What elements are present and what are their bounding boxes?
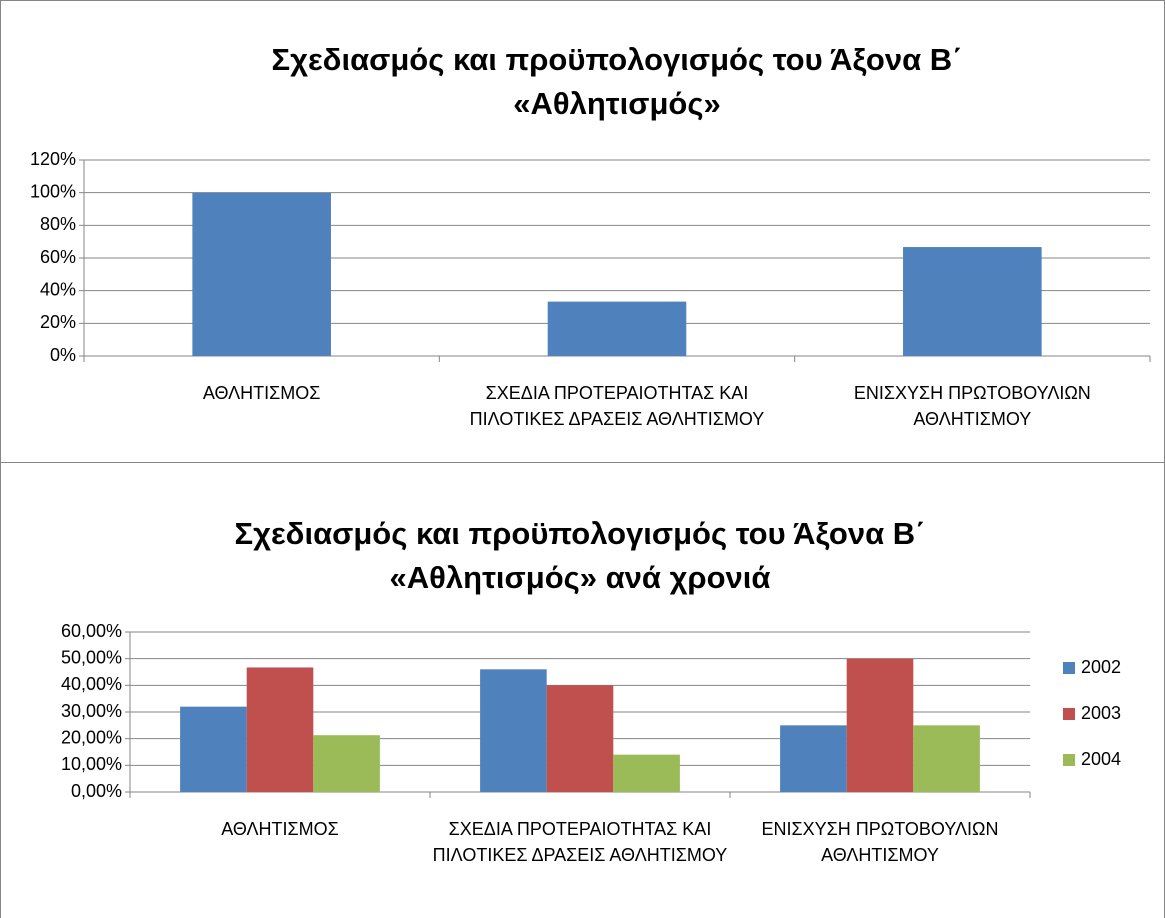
- y-tick-label: 0%: [50, 345, 76, 365]
- bar: [480, 669, 547, 792]
- legend-label: 2004: [1081, 749, 1121, 769]
- bar: [846, 658, 914, 792]
- bar: [546, 685, 614, 792]
- y-tick-label: 20,00%: [61, 727, 122, 747]
- x-tick-label: ΣΧΕΔΙΑ ΠΡΟΤΕΡΑΙΟΤΗΤΑΣ ΚΑΙ ΠΙΛΟΤΙΚΕΣ ΔΡΑΣ…: [432, 819, 728, 865]
- chart-title: Σχεδιασμός και προϋπολογισμός του Άξονα …: [271, 42, 963, 121]
- y-tick-label: 60%: [40, 247, 76, 267]
- x-tick-label: ΑΘΛΗΤΙΣΜΟΣ: [202, 383, 321, 403]
- y-tick-label: 30,00%: [61, 701, 122, 721]
- bar: [903, 247, 1042, 356]
- legend-label: 2003: [1081, 703, 1121, 723]
- chart-title: Σχεδιασμός και προϋπολογισμός του Άξονα …: [234, 516, 926, 595]
- y-tick-label: 20%: [40, 312, 76, 332]
- y-tick-label: 40,00%: [61, 674, 122, 694]
- x-tick-label: ΣΧΕΔΙΑ ΠΡΟΤΕΡΑΙΟΤΗΤΑΣ ΚΑΙ ΠΙΛΟΤΙΚΕΣ ΔΡΑΣ…: [469, 383, 765, 429]
- bar: [913, 725, 980, 792]
- legend-swatch: [1063, 754, 1075, 766]
- legend-swatch: [1063, 662, 1075, 674]
- y-tick-label: 100%: [30, 181, 76, 201]
- y-tick-label: 0,00%: [71, 781, 122, 801]
- legend-swatch: [1063, 708, 1075, 720]
- y-tick-label: 40%: [40, 279, 76, 299]
- x-tick-label: ΕΝΙΣΧΥΣΗ ΠΡΩΤΟΒΟΥΛΙΩΝ ΑΘΛΗΤΙΣΜΟΥ: [853, 383, 1091, 429]
- bar: [780, 725, 847, 792]
- bar: [192, 192, 331, 356]
- bar: [180, 706, 247, 792]
- bar: [613, 754, 680, 792]
- x-tick-label: ΑΘΛΗΤΙΣΜΟΣ: [221, 819, 339, 839]
- y-tick-label: 50,00%: [61, 647, 122, 667]
- bar: [246, 667, 314, 792]
- bar: [313, 735, 380, 792]
- x-tick-label: ΕΝΙΣΧΥΣΗ ΠΡΩΤΟΒΟΥΛΙΩΝ ΑΘΛΗΤΙΣΜΟΥ: [761, 819, 999, 865]
- legend-label: 2002: [1081, 657, 1121, 677]
- y-tick-label: 60,00%: [61, 621, 122, 641]
- y-tick-label: 80%: [40, 214, 76, 234]
- y-tick-label: 120%: [30, 149, 76, 169]
- y-tick-label: 10,00%: [61, 754, 122, 774]
- bar: [547, 301, 687, 356]
